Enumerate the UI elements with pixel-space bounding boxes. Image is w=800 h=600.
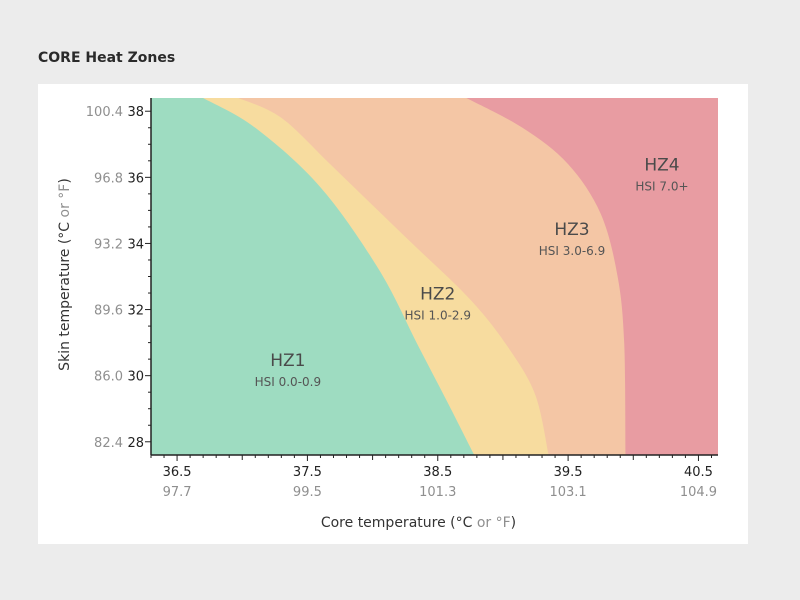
heat-zone-chart: HZ1 HSI 0.0-0.9 HZ2 HSI 1.0-2.9 HZ3 HSI 3.0-6… bbox=[57, 98, 718, 531]
x-tick-label-c: 37.5 bbox=[293, 465, 322, 480]
zones-layer bbox=[151, 98, 718, 455]
x-tick-label-c: 39.5 bbox=[554, 465, 583, 480]
x-tick-label-f: 101.3 bbox=[419, 485, 456, 500]
y-tick-label-f: 93.2 bbox=[94, 237, 123, 252]
y-tick-label-f: 100.4 bbox=[86, 105, 123, 120]
axes-layer: 36.5 97.7 37.5 99.5 38.5 101.3 39.5 103.1 40.5 10… bbox=[86, 98, 718, 500]
y-tick-label-c: 38 bbox=[127, 105, 144, 120]
zone-hz1-area bbox=[151, 98, 475, 455]
x-tick-label-f: 103.1 bbox=[549, 485, 586, 500]
y-tick-label-c: 36 bbox=[127, 171, 144, 186]
zone-labels-layer: HZ1 HSI 0.0-0.9 HZ2 HSI 1.0-2.9 HZ3 HSI 3.0-6… bbox=[255, 156, 689, 389]
y-tick-label-c: 28 bbox=[127, 436, 144, 451]
zone-label-hz4: HZ4 bbox=[644, 156, 679, 176]
zone-label-hz3: HZ3 bbox=[554, 220, 589, 240]
y-tick-label-c: 30 bbox=[127, 370, 144, 385]
x-tick-label-f: 104.9 bbox=[680, 485, 717, 500]
x-tick-label-c: 40.5 bbox=[684, 465, 713, 480]
y-tick-label-c: 34 bbox=[127, 237, 144, 252]
y-tick-label-f: 86.0 bbox=[94, 370, 123, 385]
y-tick-label-f: 96.8 bbox=[94, 171, 123, 186]
x-tick-label-c: 38.5 bbox=[423, 465, 452, 480]
x-tick-label-f: 99.5 bbox=[293, 485, 322, 500]
y-tick-label-f: 82.4 bbox=[94, 436, 123, 451]
x-tick-label-c: 36.5 bbox=[163, 465, 192, 480]
x-tick-label-f: 97.7 bbox=[163, 485, 192, 500]
zone-label-hz2: HZ2 bbox=[420, 285, 455, 305]
chart-card: HZ1 HSI 0.0-0.9 HZ2 HSI 1.0-2.9 HZ3 HSI 3.0-6… bbox=[38, 84, 748, 544]
y-axis-title: Skin temperature (°C or °F) bbox=[57, 178, 73, 371]
y-tick-label-f: 89.6 bbox=[94, 304, 123, 319]
chart-title: CORE Heat Zones bbox=[38, 50, 176, 66]
zone-hsi-hz4: HSI 7.0+ bbox=[635, 180, 688, 194]
zone-label-hz1: HZ1 bbox=[270, 351, 305, 371]
y-tick-label-c: 32 bbox=[127, 304, 144, 319]
zone-hsi-hz2: HSI 1.0-2.9 bbox=[405, 309, 472, 323]
zone-hsi-hz3: HSI 3.0-6.9 bbox=[539, 244, 606, 258]
x-axis-title: Core temperature (°C or °F) bbox=[321, 515, 516, 531]
zone-hsi-hz1: HSI 0.0-0.9 bbox=[255, 375, 322, 389]
